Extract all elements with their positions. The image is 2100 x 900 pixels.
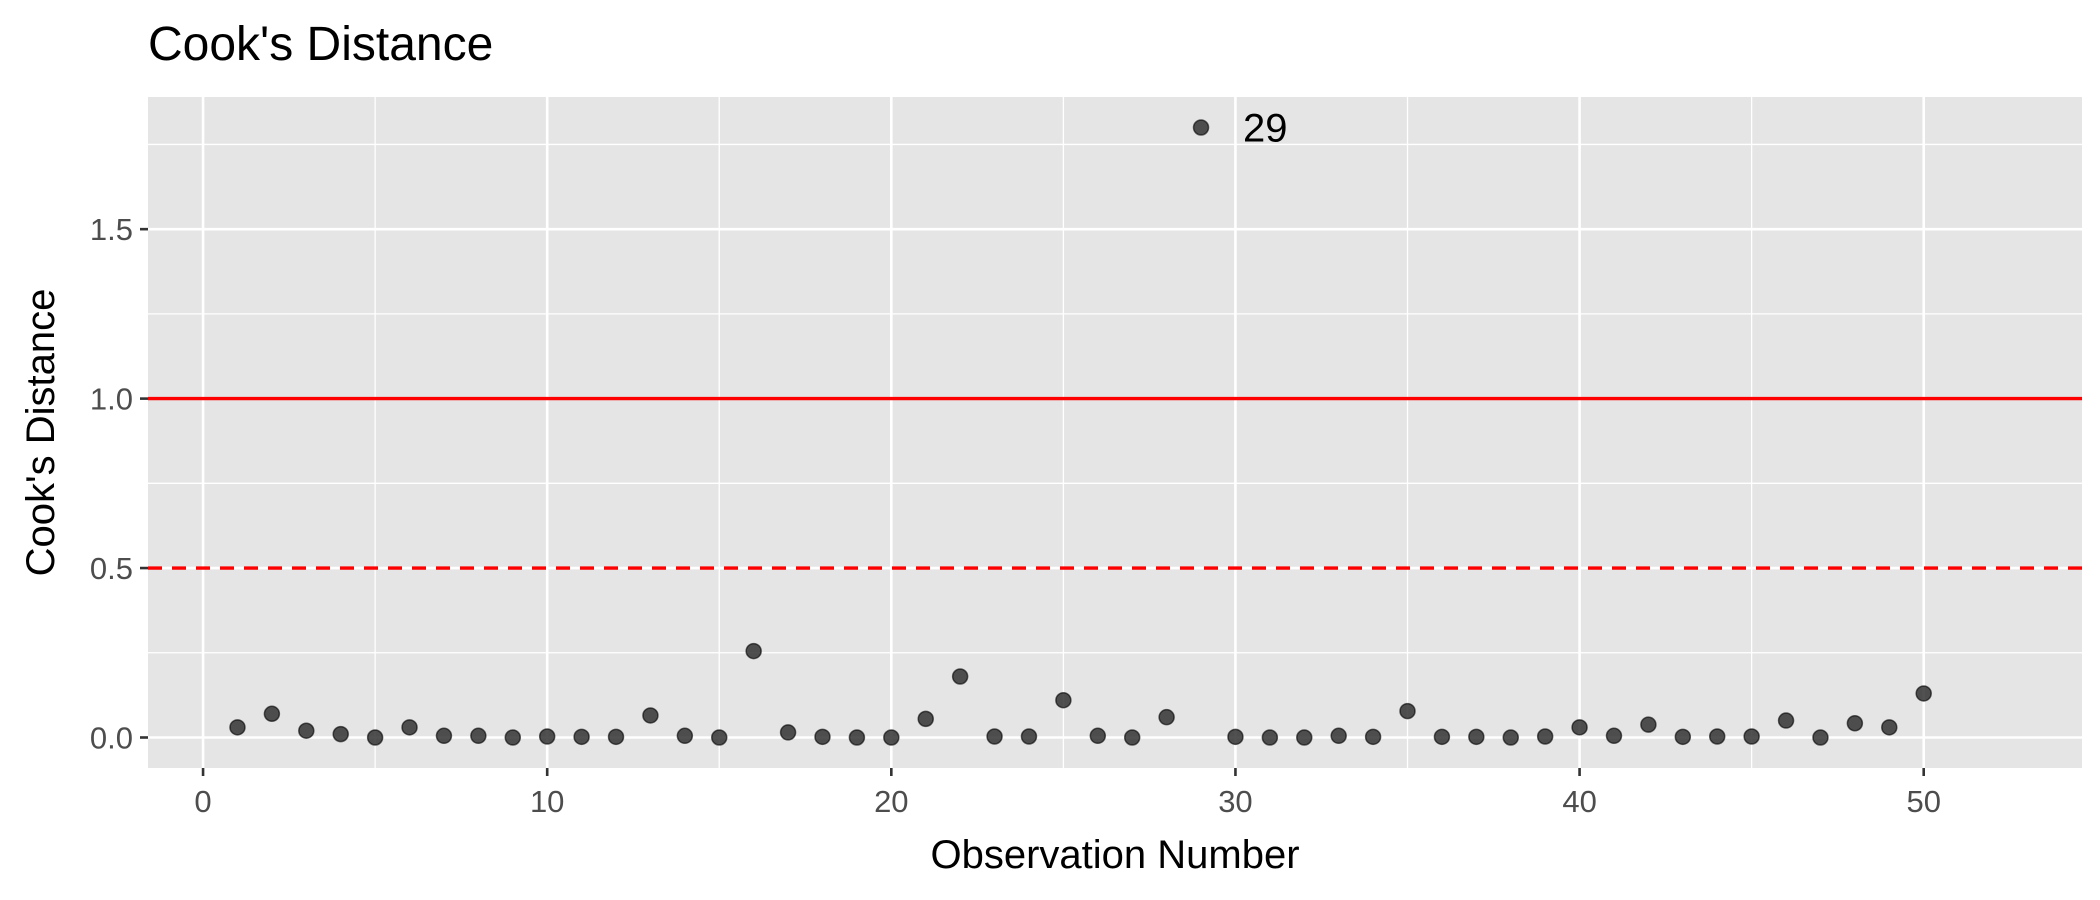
data-point xyxy=(642,707,659,724)
data-point xyxy=(1123,729,1141,746)
data-point xyxy=(1536,728,1554,745)
data-point xyxy=(1846,715,1864,732)
data-point xyxy=(1055,691,1072,709)
data-point xyxy=(607,728,625,746)
data-point xyxy=(366,729,384,746)
x-tick-label: 30 xyxy=(1218,784,1252,819)
data-point xyxy=(435,727,453,745)
data-point xyxy=(1743,728,1760,745)
data-point xyxy=(1261,729,1279,746)
data-point xyxy=(1158,708,1175,726)
data-point xyxy=(470,727,487,745)
y-tick-label: 0.5 xyxy=(90,551,133,586)
plot-panel xyxy=(148,97,2082,768)
data-point xyxy=(401,719,418,736)
data-points xyxy=(229,119,1932,746)
data-point xyxy=(711,729,728,746)
data-point xyxy=(1192,119,1210,136)
data-point xyxy=(1433,728,1451,746)
x-tick-label: 0 xyxy=(194,784,211,819)
data-point xyxy=(883,729,900,746)
data-point xyxy=(332,725,349,743)
y-tick-label: 1.0 xyxy=(90,382,133,417)
data-point xyxy=(986,728,1003,745)
y-axis: 0.0 0.5 1.0 1.5 xyxy=(90,212,148,756)
data-point xyxy=(745,642,762,660)
data-point xyxy=(1640,716,1657,733)
point-label: 29 xyxy=(1243,107,1288,151)
x-tick-label: 50 xyxy=(1906,784,1940,819)
data-point xyxy=(1674,728,1692,746)
data-point xyxy=(1708,728,1726,745)
data-point xyxy=(229,719,246,736)
x-axis: 0 10 20 30 40 50 xyxy=(194,768,1941,819)
chart-title: Cook's Distance xyxy=(148,18,493,71)
data-point xyxy=(1089,727,1107,745)
point-labels: 29 xyxy=(1243,107,1288,151)
data-point xyxy=(1605,727,1623,745)
data-point xyxy=(1296,729,1313,746)
x-tick-label: 40 xyxy=(1562,784,1596,819)
x-tick-label: 20 xyxy=(874,784,908,819)
data-point xyxy=(1399,702,1416,720)
data-point xyxy=(848,729,866,746)
x-axis-title: Observation Number xyxy=(930,833,1299,877)
data-point xyxy=(676,727,694,745)
data-point xyxy=(538,728,556,745)
data-point xyxy=(1468,728,1485,746)
data-point xyxy=(917,710,934,728)
y-axis-title: Cook's Distance xyxy=(19,289,63,577)
data-point xyxy=(1777,712,1795,729)
x-tick-label: 10 xyxy=(530,784,564,819)
data-point xyxy=(1227,728,1244,746)
data-point xyxy=(263,705,281,723)
data-point xyxy=(1881,719,1898,736)
reference-lines xyxy=(148,396,2082,570)
data-point xyxy=(298,722,315,739)
data-point xyxy=(1330,727,1347,745)
data-point xyxy=(779,724,797,741)
data-point xyxy=(951,668,969,685)
data-point xyxy=(1812,729,1829,746)
data-point xyxy=(573,728,590,746)
data-point xyxy=(1571,719,1588,736)
y-tick-label: 1.5 xyxy=(90,212,133,247)
data-point xyxy=(504,729,522,746)
data-point xyxy=(1502,729,1519,746)
data-point xyxy=(1915,685,1932,702)
y-tick-label: 0.0 xyxy=(90,721,133,756)
minor-gridlines xyxy=(148,97,2082,768)
data-point xyxy=(1020,728,1038,745)
data-point xyxy=(814,728,831,746)
data-point xyxy=(1364,728,1382,746)
